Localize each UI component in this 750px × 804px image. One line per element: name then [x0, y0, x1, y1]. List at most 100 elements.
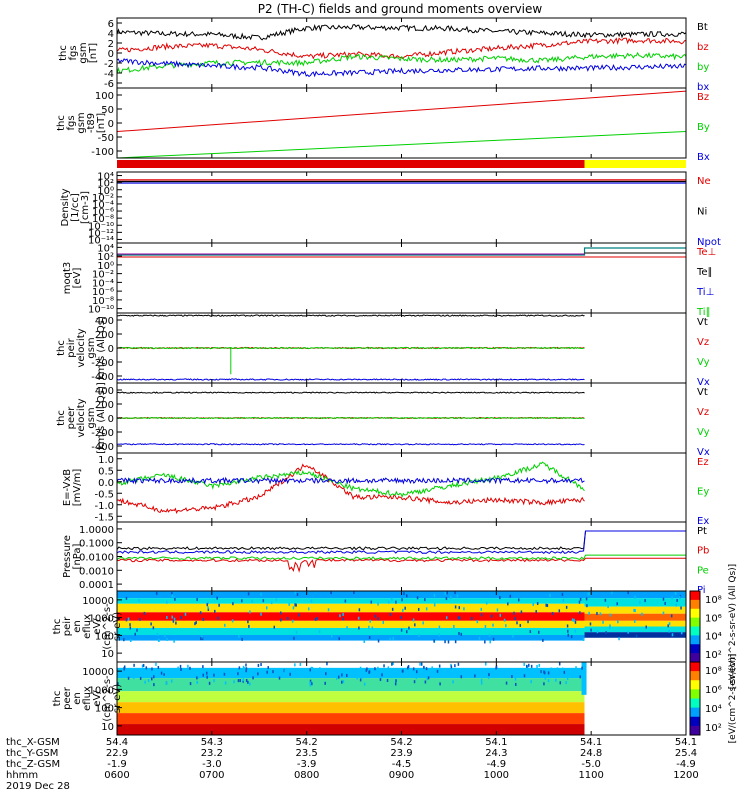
legend-entry: Vt — [697, 317, 708, 328]
spectrogram-speckle — [446, 591, 448, 595]
y-tick-label: 50 — [101, 105, 114, 116]
y-tick-label: 10⁻⁸ — [92, 214, 114, 225]
spectrogram-speckle — [196, 598, 198, 602]
y-tick-label: 10000 — [82, 596, 114, 607]
series-line-bz — [116, 37, 687, 60]
legend-entry: Vz — [697, 407, 709, 418]
legend-entry: Vt — [697, 387, 708, 398]
spectrogram-speckle — [680, 606, 682, 610]
spectrogram-speckle — [125, 618, 128, 622]
spectrogram-speckle — [474, 674, 476, 678]
spectrogram-speckle — [488, 673, 490, 677]
spectrogram-speckle — [402, 608, 404, 612]
spectrogram-speckle — [671, 633, 674, 637]
spectrogram-speckle — [217, 616, 219, 620]
colorbar-tick: 10⁸ — [705, 666, 722, 677]
legend-entry: Ni — [697, 207, 707, 218]
spectrogram-speckle — [570, 635, 573, 639]
spectrogram-speckle — [239, 679, 241, 683]
spectrogram-speckle — [402, 669, 404, 673]
spectrogram-speckle — [425, 667, 428, 671]
x-axis-value: 24.3 — [485, 748, 507, 759]
spectrogram-speckle — [284, 669, 286, 673]
spectrogram-speckle — [248, 624, 250, 628]
spectrogram-speckle — [378, 675, 381, 679]
spectrogram-speckle — [266, 670, 268, 674]
spectrogram-gap — [584, 662, 686, 735]
y-tick-label: -0.5 — [94, 489, 114, 500]
y-tick-label: 10 — [101, 649, 114, 660]
spectrogram-speckle — [213, 679, 215, 683]
spectrogram-speckle — [131, 673, 134, 677]
spectrogram-speckle — [139, 676, 142, 680]
spectrogram-speckle — [307, 607, 310, 611]
spectrogram-speckle — [431, 666, 433, 670]
y-tick-label: 400 — [95, 316, 114, 327]
y-tick-label: 100 — [95, 631, 114, 642]
spectrogram-speckle — [475, 671, 477, 675]
spectrogram-speckle — [511, 675, 513, 679]
y-tick-label: -400 — [91, 442, 114, 453]
spectrogram-speckle — [208, 681, 211, 685]
x-axis-value: 0700 — [199, 770, 224, 781]
series-line-Vx — [116, 443, 585, 446]
spectrogram-speckle — [489, 640, 491, 644]
spectrogram-speckle — [453, 624, 455, 628]
colorbar-tick: 10⁸ — [705, 595, 722, 606]
spectrogram-speckle — [596, 612, 598, 616]
y-axis-label: gsm — [76, 112, 87, 133]
spectrogram-speckle — [172, 619, 175, 623]
spectrogram-speckle — [292, 606, 295, 610]
spectrogram-speckle — [565, 681, 567, 685]
spectrogram-speckle — [377, 617, 379, 621]
y-tick-label: -4 — [104, 69, 114, 80]
spectrogram-speckle — [324, 681, 326, 685]
spectrogram-speckle — [567, 633, 570, 637]
series-line-Pe — [116, 554, 686, 561]
spectrogram-speckle — [680, 631, 683, 635]
spectrogram-speckle — [496, 608, 499, 612]
spectrogram-speckle — [406, 630, 408, 634]
spectrogram-speckle — [207, 606, 209, 610]
spectrogram-speckle — [392, 636, 394, 640]
y-axis-label: eV/ — [92, 618, 103, 635]
spectrogram-speckle — [133, 663, 135, 667]
spectrogram-speckle — [423, 665, 425, 669]
y-tick-label: 10⁰ — [97, 186, 114, 197]
spectrogram-speckle — [180, 667, 182, 671]
colorbar-step — [690, 635, 700, 645]
legend-entry: By — [697, 122, 710, 133]
spectrogram-band — [584, 632, 686, 638]
spectrogram-speckle — [170, 679, 173, 683]
spectrogram-speckle — [127, 676, 130, 680]
spectrogram-speckle — [189, 682, 192, 686]
colorbar — [689, 590, 701, 663]
y-tick-label: 10⁻⁴ — [92, 278, 114, 289]
spectrogram-band — [584, 591, 686, 599]
spectrogram-speckle — [125, 596, 128, 600]
x-axis-value: -4.5 — [392, 759, 412, 770]
spectrogram-speckle — [374, 667, 376, 671]
spectrogram-speckle — [360, 676, 363, 680]
y-axis-label: E=-VxB — [62, 469, 73, 506]
spectrogram-spike — [581, 662, 587, 695]
y-axis-label: gsm — [86, 407, 97, 428]
spectrogram-band — [584, 620, 686, 627]
spectrogram-band — [117, 702, 585, 714]
spectrogram-speckle — [485, 601, 488, 605]
spectrogram-speckle — [530, 664, 533, 668]
y-axis-label: (cm^2-s- — [102, 675, 113, 722]
colorbar-label: [eV/(cm^2-s-sr-eV) (All Qs)] — [728, 564, 738, 689]
spectrogram-speckle — [175, 672, 177, 676]
colorbar-step — [690, 707, 700, 718]
y-axis-label: eV/ — [92, 690, 103, 707]
spectrogram-band — [117, 627, 585, 636]
spectrogram-speckle — [490, 614, 493, 618]
y-tick-label: 10⁻² — [92, 193, 114, 204]
spectrogram-speckle — [537, 630, 540, 634]
spectrogram-speckle — [609, 624, 611, 628]
spectrogram-speckle — [191, 673, 193, 677]
x-axis-value: -4.9 — [487, 759, 507, 770]
colorbar — [689, 661, 701, 736]
spectrogram-speckle — [346, 673, 348, 677]
